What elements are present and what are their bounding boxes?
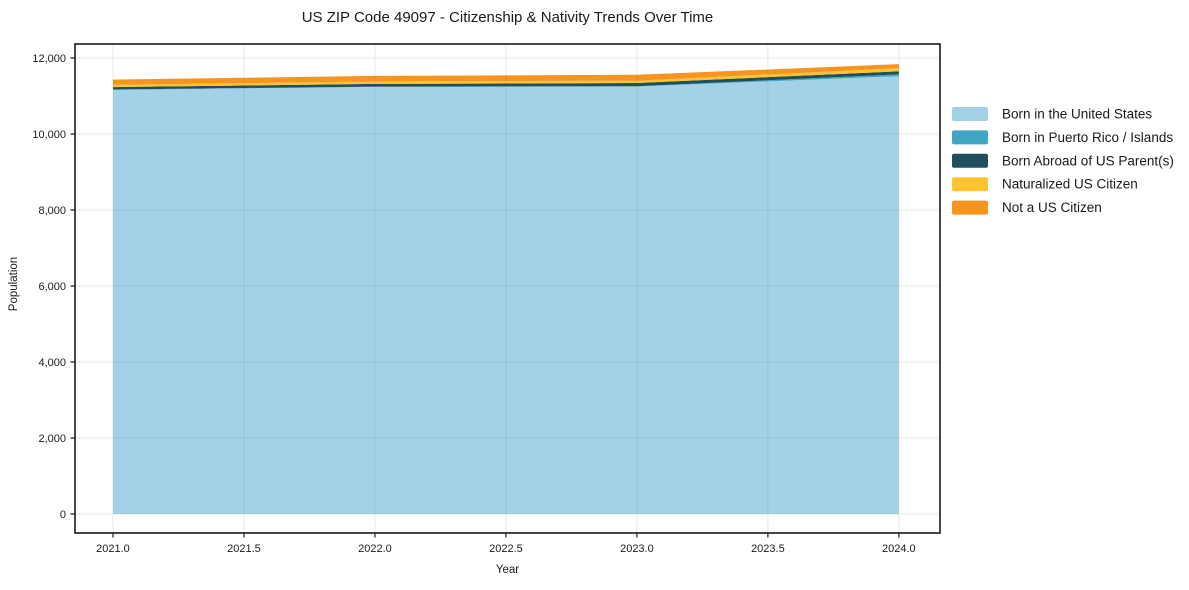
y-tick-label: 6,000 (38, 281, 66, 293)
y-tick-label: 0 (60, 509, 66, 521)
y-tick-label: 8,000 (38, 205, 66, 217)
area-series-2 (113, 71, 899, 90)
x-tick-label: 2024.0 (882, 543, 916, 555)
x-tick-label: 2023.5 (751, 543, 785, 555)
x-tick-label: 2022.0 (358, 543, 392, 555)
y-tick-label: 10,000 (32, 129, 66, 141)
legend-item: Born Abroad of US Parent(s) (952, 153, 1174, 168)
legend-label: Not a US Citizen (1002, 200, 1102, 215)
legend-label: Born in the United States (1002, 107, 1152, 122)
legend-swatch (952, 153, 988, 168)
area-series-0 (113, 76, 899, 514)
plot-border (74, 43, 941, 534)
legend-swatch (952, 200, 988, 215)
axes: 2021.0 2021.5 2022.0 2022.5 2023.0 2023.5 2024… (32, 43, 941, 555)
area-series-4 (113, 64, 899, 85)
legend-item: Not a US Citizen (952, 200, 1102, 215)
legend: Born in the United States Born in Puerto … (952, 107, 1174, 215)
legend-label: Naturalized US Citizen (1002, 177, 1138, 192)
legend-item: Born in the United States (952, 107, 1152, 122)
legend-swatch (952, 107, 988, 121)
area-series-1 (113, 74, 899, 90)
x-axis-label: Year (495, 564, 520, 576)
legend-item: Naturalized US Citizen (952, 177, 1138, 192)
y-tick-label: 12,000 (32, 53, 66, 65)
x-tick-label: 2022.5 (489, 543, 523, 555)
legend-label: Born Abroad of US Parent(s) (1002, 153, 1174, 168)
legend-swatch (952, 177, 988, 192)
y-tick-label: 2,000 (38, 433, 66, 445)
chart-title: US ZIP Code 49097 - Citizenship & Nativi… (301, 9, 714, 26)
x-tick-label: 2021.5 (227, 543, 261, 555)
legend-item: Born in Puerto Rico / Islands (952, 130, 1173, 145)
legend-swatch (952, 130, 988, 145)
gridlines (75, 44, 940, 533)
y-tick-label: 4,000 (38, 357, 66, 369)
stacked-areas (113, 64, 899, 514)
x-tick-label: 2023.0 (620, 543, 654, 555)
area-series-3 (113, 68, 899, 88)
legend-label: Born in Puerto Rico / Islands (1002, 130, 1173, 145)
x-tick-label: 2021.0 (96, 543, 130, 555)
